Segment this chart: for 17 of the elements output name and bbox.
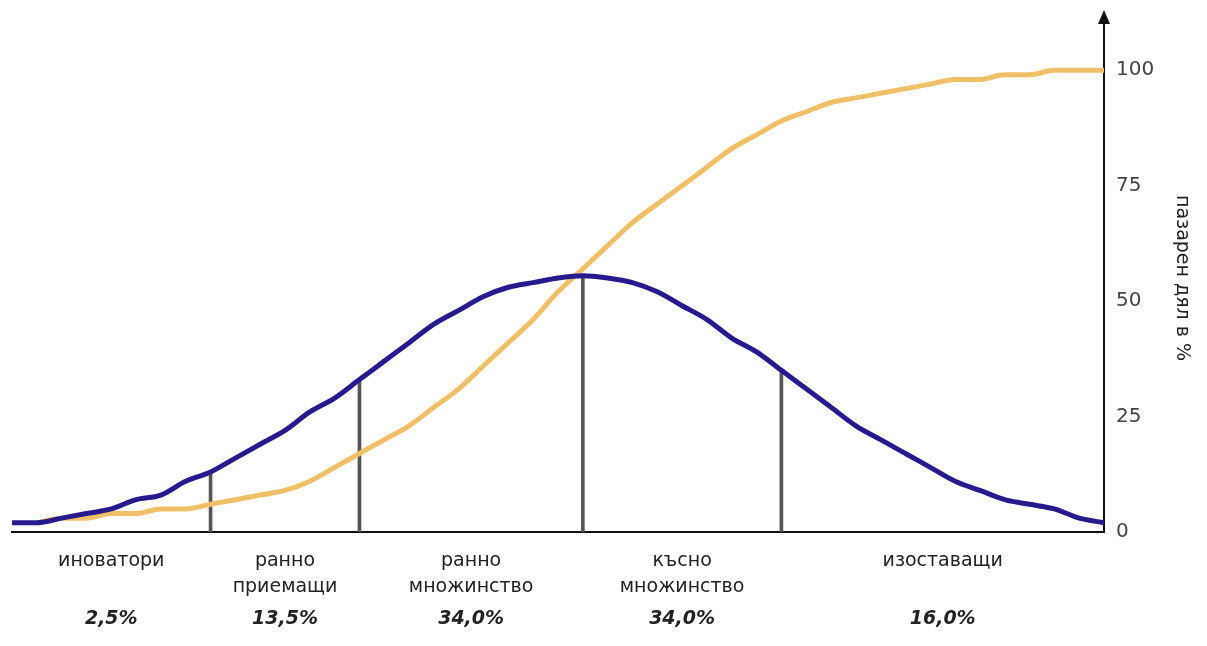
text: 34,0% [437, 605, 506, 630]
text: ранно приемащи [231, 547, 339, 598]
y-tick-label: 75 [1116, 171, 1142, 196]
text: 2,5% [83, 605, 139, 630]
text: 16,0% [908, 605, 977, 630]
text: ранно множинство [407, 547, 535, 598]
text: иноватори [57, 547, 166, 572]
y-tick-label: 100 [1116, 56, 1155, 81]
text: късно множинство [618, 547, 746, 598]
text: 34,0% [648, 605, 717, 630]
text: 13,5% [251, 605, 319, 630]
y-tick-label: 50 [1116, 287, 1142, 312]
y-tick-label: 25 [1116, 402, 1142, 427]
y-axis-title: пазарен дял в % [1172, 194, 1195, 362]
y-tick-label: 0 [1116, 518, 1129, 543]
text: изоставащи [881, 547, 1004, 572]
bar [581, 275, 585, 532]
